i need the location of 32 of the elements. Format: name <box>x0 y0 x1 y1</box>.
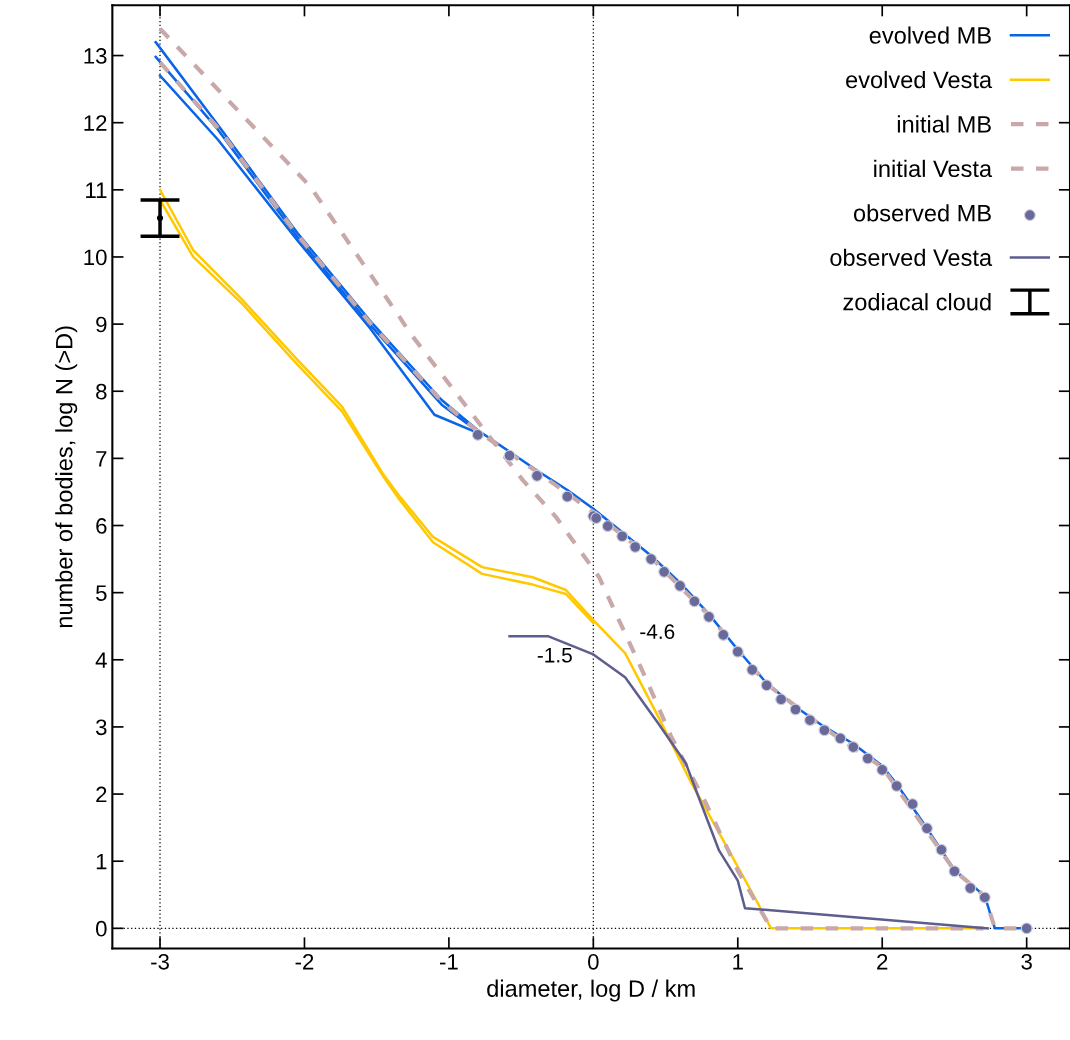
y-tick-label: 1 <box>96 853 107 870</box>
y-tick-label: 5 <box>96 585 107 601</box>
x-tick-label: -2 <box>295 953 314 970</box>
legend-label: observed Vesta <box>830 248 993 266</box>
x-tick-label: 2 <box>877 953 888 970</box>
x-tick-label: -3 <box>151 953 169 970</box>
annotation: -1.5 <box>537 648 572 663</box>
y-tick-label: 10 <box>84 249 107 266</box>
x-tick-label: 0 <box>588 953 599 970</box>
legend-label: initial Vesta <box>874 159 993 178</box>
y-tick-label: 7 <box>96 451 107 467</box>
legend-label: evolved Vesta <box>846 70 993 89</box>
y-tick-label: 0 <box>96 920 107 937</box>
y-tick-label: 9 <box>96 316 107 333</box>
y-tick-label: 4 <box>95 652 107 668</box>
legend-label: evolved MB <box>869 26 991 44</box>
y-tick-label: 6 <box>96 518 107 534</box>
legend-label: zodiacal cloud <box>843 293 991 311</box>
y-tick-label: 12 <box>84 115 107 131</box>
y-tick-label: 11 <box>86 182 107 198</box>
y-tick-label: 13 <box>84 48 107 64</box>
annotation: -4.6 <box>640 624 675 640</box>
y-tick-label: 8 <box>96 383 107 400</box>
x-tick-label: 3 <box>1021 953 1032 970</box>
y-axis-title: number of bodies, log N (>D) <box>55 326 78 628</box>
y-tick-label: 3 <box>95 719 107 736</box>
legend-label: observed MB <box>853 204 991 222</box>
x-axis-title: diameter, log D / km <box>487 979 695 1002</box>
legend-label: initial MB <box>897 115 991 133</box>
x-tick-label: -1 <box>440 954 458 970</box>
x-tick-label: 1 <box>733 954 743 970</box>
y-tick-label: 2 <box>96 786 107 803</box>
